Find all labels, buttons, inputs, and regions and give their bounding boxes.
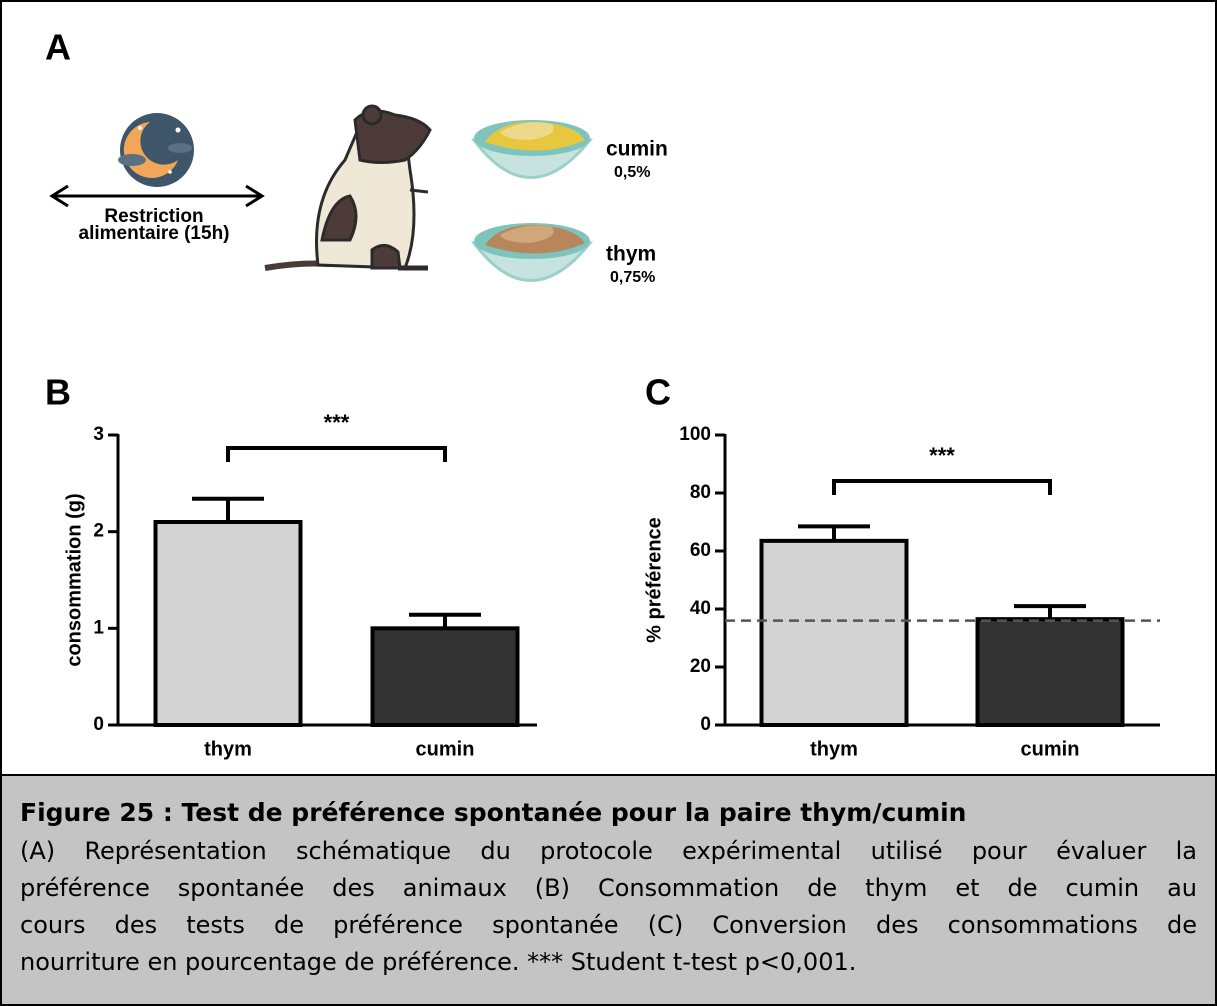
y-tick-label: 0 bbox=[93, 714, 104, 735]
x-tick-label: thym bbox=[810, 738, 858, 760]
y-tick-label: 60 bbox=[690, 540, 711, 561]
bar bbox=[975, 617, 1125, 728]
panel-letter: B bbox=[45, 372, 71, 413]
caption-title: Figure 25 : Test de préférence spontanée… bbox=[20, 798, 967, 827]
significance-bracket bbox=[226, 446, 447, 462]
y-tick-label: 3 bbox=[93, 424, 104, 445]
y-axis-label: consommation (g) bbox=[63, 493, 85, 666]
food-name: thym bbox=[606, 243, 656, 266]
y-tick-label: 1 bbox=[93, 617, 104, 638]
y-tick-label: 80 bbox=[690, 482, 711, 503]
significance-bracket bbox=[832, 479, 1052, 495]
rat-illustration bbox=[264, 104, 432, 271]
y-axis-label: % préférence bbox=[643, 517, 665, 643]
bowl-thym bbox=[471, 223, 594, 282]
bar bbox=[759, 538, 909, 727]
caption-line: cours des tests de préférence spontanée … bbox=[20, 911, 1197, 939]
panel-letter: C bbox=[645, 372, 671, 413]
restriction-label: alimentaire (15h) bbox=[79, 223, 230, 244]
bar bbox=[370, 626, 520, 727]
x-tick-label: thym bbox=[204, 738, 252, 760]
x-tick-label: cumin bbox=[416, 738, 475, 760]
caption-line: préférence spontanée des animaux (B) Con… bbox=[20, 874, 1197, 902]
y-tick-label: 100 bbox=[679, 424, 711, 445]
panel-letter: A bbox=[45, 27, 71, 68]
significance-label: *** bbox=[324, 410, 350, 435]
bowl-cumin bbox=[471, 120, 594, 179]
y-tick-label: 20 bbox=[690, 656, 711, 677]
food-dose: 0,75% bbox=[610, 269, 655, 286]
significance-label: *** bbox=[929, 443, 955, 468]
figure: A Restriction alimentaire (15h) cumin 0,… bbox=[45, 27, 1160, 760]
y-tick-label: 2 bbox=[93, 521, 104, 542]
caption-line: nourriture en pourcentage de préférence.… bbox=[20, 948, 857, 976]
x-tick-label: cumin bbox=[1021, 738, 1080, 760]
y-tick-label: 0 bbox=[700, 714, 711, 735]
moon-icon bbox=[118, 113, 194, 187]
y-tick-label: 40 bbox=[690, 598, 711, 619]
caption: Figure 25 : Test de préférence spontanée… bbox=[2, 774, 1215, 1004]
food-name: cumin bbox=[606, 138, 668, 161]
food-dose: 0,5% bbox=[614, 164, 650, 181]
bar bbox=[153, 520, 303, 727]
double-arrow bbox=[49, 184, 265, 208]
caption-line: (A) Représentation schématique du protoc… bbox=[20, 837, 1197, 865]
restriction-label: Restriction bbox=[104, 206, 203, 227]
